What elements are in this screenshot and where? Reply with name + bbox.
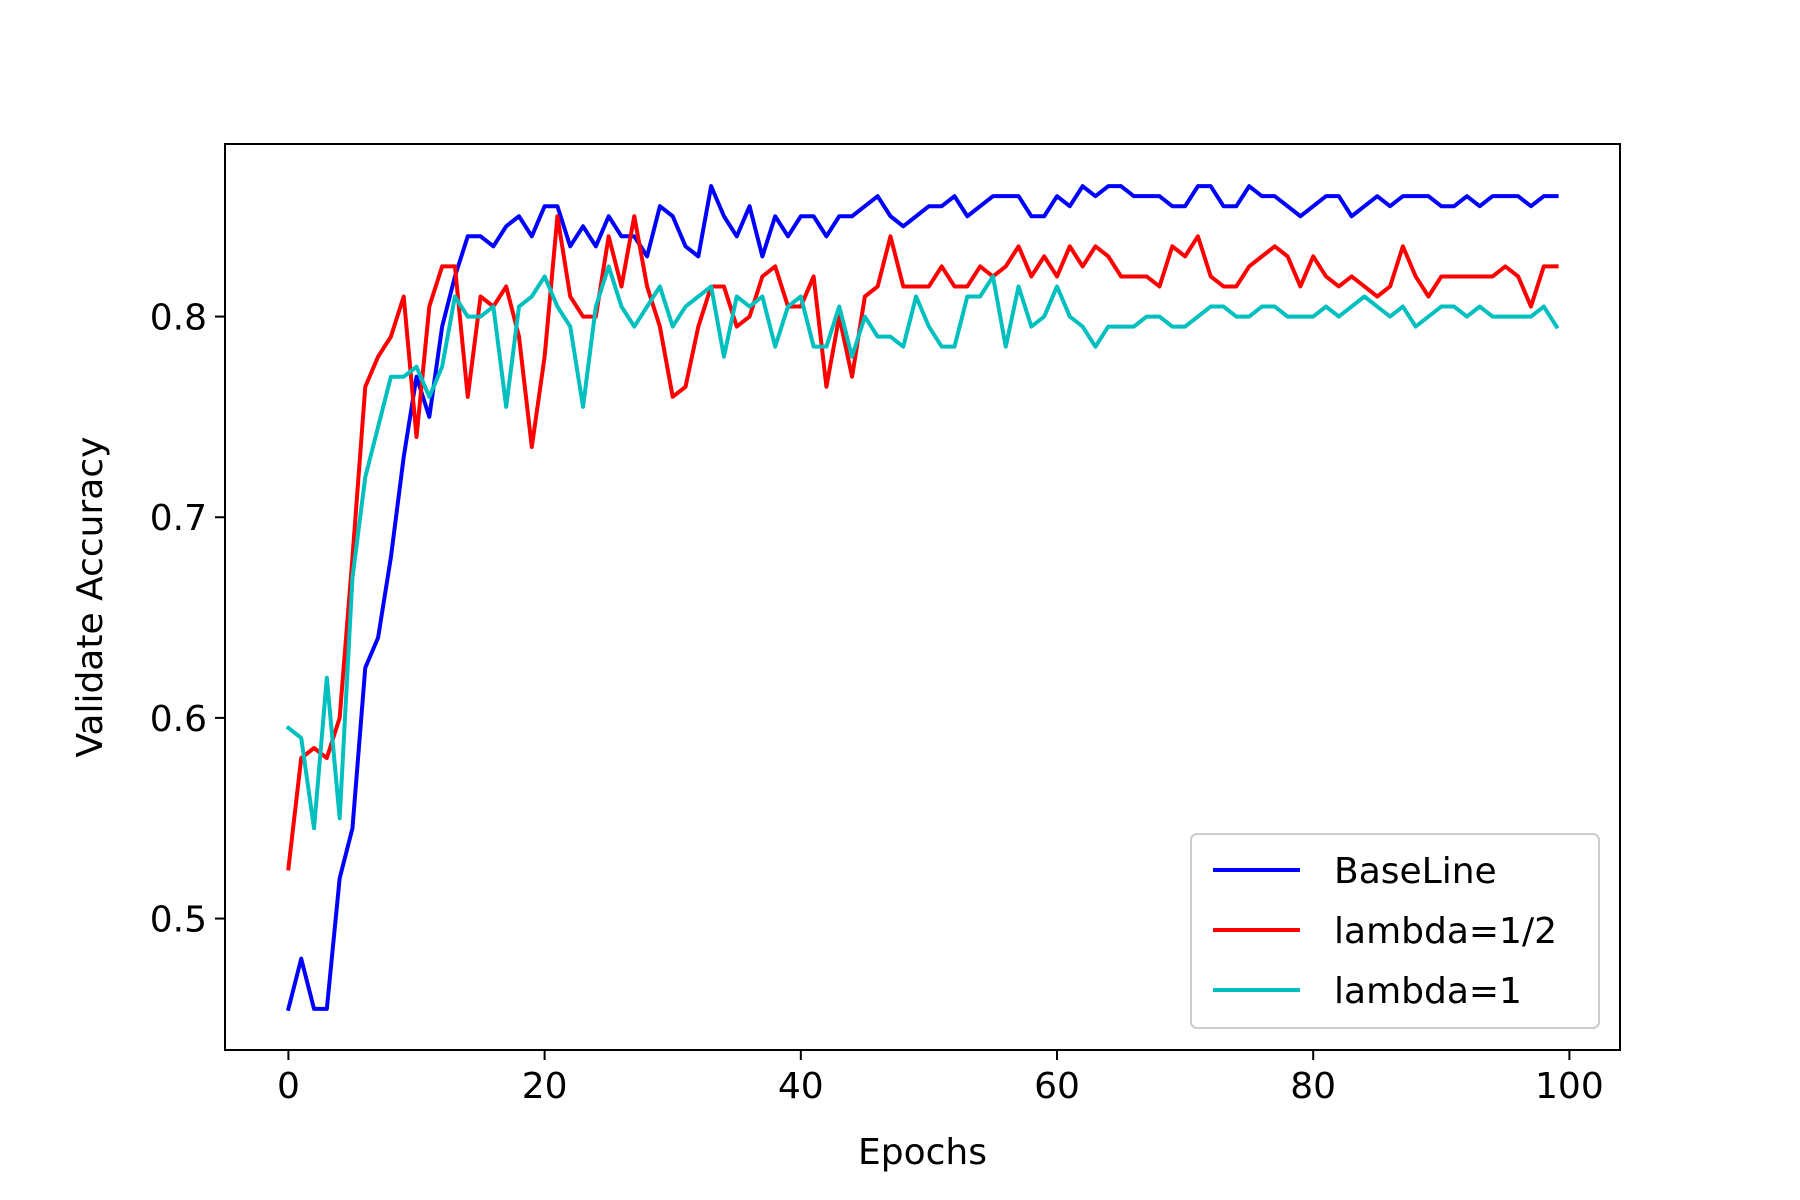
x-axis: 0 20 40 60 80 100 (277, 1050, 1604, 1107)
y-tick-label: 0.7 (150, 498, 207, 539)
x-tick-label: 20 (522, 1066, 568, 1107)
legend-box (1190, 833, 1600, 1029)
legend: BaseLine lambda=1/2 lambda=1 (1190, 833, 1600, 1029)
x-tick-label: 0 (277, 1066, 300, 1107)
legend-label-2: lambda=1/2 (1334, 911, 1557, 952)
series-line-2 (286, 214, 1559, 871)
x-tick-label: 40 (778, 1066, 824, 1107)
y-tick-label: 0.8 (150, 298, 207, 339)
y-tick-label: 0.5 (150, 900, 207, 941)
y-axis-label: Validate Accuracy (70, 437, 111, 758)
x-tick-label: 100 (1535, 1066, 1604, 1107)
series-line-1 (285, 184, 1559, 1012)
series-line-3 (285, 264, 1560, 831)
x-axis-label: Epochs (858, 1132, 987, 1173)
legend-label-1: BaseLine (1334, 851, 1497, 892)
y-axis: 0.5 0.6 0.7 0.8 (150, 298, 225, 941)
series-layer (285, 184, 1560, 1012)
x-tick-label: 60 (1034, 1066, 1080, 1107)
x-tick-label: 80 (1290, 1066, 1336, 1107)
plot-frame (224, 143, 1621, 1051)
legend-label-3: lambda=1 (1334, 971, 1522, 1012)
y-tick-label: 0.6 (150, 699, 207, 740)
